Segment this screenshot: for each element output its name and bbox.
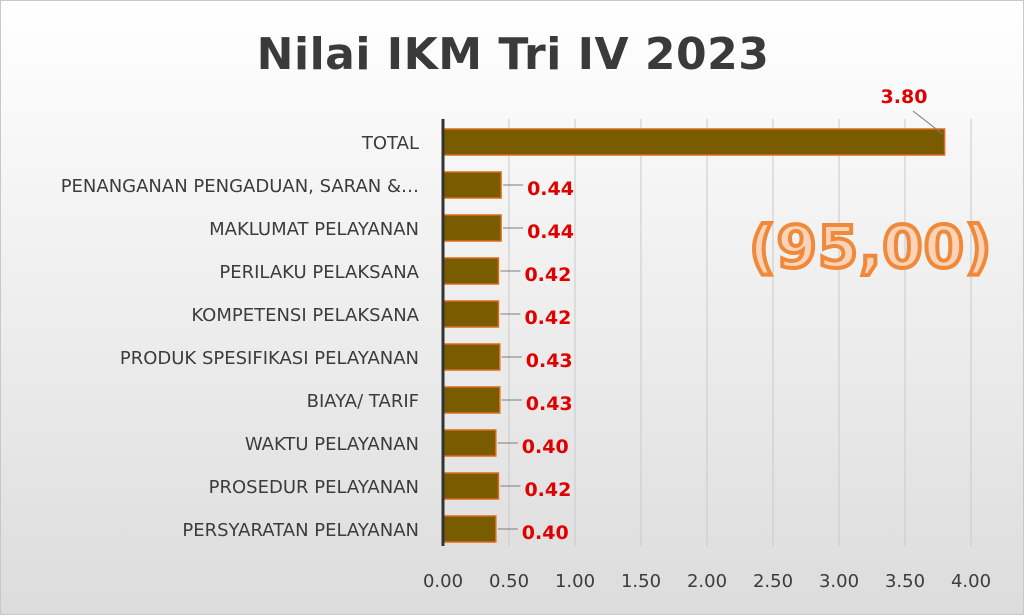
bar — [442, 257, 500, 285]
bar — [442, 386, 501, 414]
x-tick-label: 1.00 — [555, 571, 595, 592]
x-tick-label: 4.00 — [951, 571, 991, 592]
x-tick-label: 2.00 — [687, 571, 727, 592]
category-label: WAKTU PELAYANAN — [245, 434, 419, 455]
x-tick-label: 0.00 — [423, 571, 463, 592]
score-annotation: (95,00) — [747, 211, 993, 283]
bar — [442, 343, 501, 371]
category-label: PRODUK SPESIFIKASI PELAYANAN — [120, 348, 419, 369]
chart-title: Nilai IKM Tri IV 2023 — [256, 29, 770, 80]
bar — [442, 515, 497, 543]
x-tick-label: 3.00 — [819, 571, 859, 592]
x-tick-label: 2.50 — [753, 571, 793, 592]
data-label: 0.40 — [522, 522, 569, 544]
data-label: 0.43 — [526, 393, 573, 415]
x-tick-label: 1.50 — [621, 571, 661, 592]
bar — [442, 128, 946, 156]
category-label: PENANGANAN PENGADUAN, SARAN &… — [61, 176, 419, 197]
data-label: 0.42 — [524, 307, 571, 329]
data-label: 0.42 — [524, 264, 571, 286]
x-tick-label: 0.50 — [489, 571, 529, 592]
bar — [442, 214, 502, 242]
bar — [442, 300, 500, 328]
bar — [442, 472, 500, 500]
leader-line — [912, 110, 943, 135]
category-label: MAKLUMAT PELAYANAN — [209, 219, 419, 240]
x-tick-label: 3.50 — [885, 571, 925, 592]
data-label: 0.42 — [524, 479, 571, 501]
category-label: TOTAL — [361, 133, 419, 154]
bar — [442, 171, 502, 199]
data-label: 0.43 — [526, 350, 573, 372]
bar — [442, 429, 497, 457]
data-label: 0.44 — [527, 221, 574, 243]
category-label: PROSEDUR PELAYANAN — [209, 477, 419, 498]
category-label: BIAYA/ TARIF — [307, 391, 419, 412]
data-label: 0.44 — [527, 178, 574, 200]
data-label: 0.40 — [522, 436, 569, 458]
category-label: PERILAKU PELAKSANA — [219, 262, 419, 283]
category-label: KOMPETENSI PELAKSANA — [191, 305, 419, 326]
category-label: PERSYARATAN PELAYANAN — [182, 520, 419, 541]
data-label: 3.80 — [881, 86, 928, 108]
